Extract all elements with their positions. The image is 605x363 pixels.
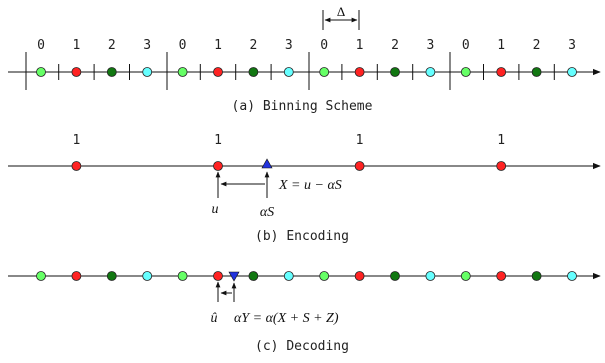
panel-a-bin-label: 3 — [143, 38, 151, 53]
panel-b-encoding: 1 1 1 1 X = u − αS u αS (b) Encoding — [8, 133, 601, 244]
panel-c-bin-dot — [460, 271, 471, 281]
panel-a-bin-dot — [177, 67, 188, 77]
panel-b-bin1-dot — [496, 161, 507, 171]
panel-a-caption: (a) Binning Scheme — [232, 99, 373, 114]
panel-c-bin-dot — [390, 271, 400, 281]
panel-a-bin-label: 1 — [497, 38, 505, 53]
panel-c-bin-dot — [496, 271, 507, 281]
panel-c-bin-dot — [248, 271, 259, 281]
equation-y: αY = α(X + S + Z) — [234, 311, 339, 326]
panel-a-dots — [36, 67, 577, 77]
panel-b-labels: 1 1 1 1 — [72, 133, 505, 148]
panel-a-bin-dot — [36, 67, 46, 77]
panel-a-bin-label: 1 — [214, 38, 222, 53]
panel-a-bin-label: 0 — [37, 38, 45, 53]
panel-a-bin-dot — [319, 67, 330, 77]
equation-x: X = u − αS — [278, 178, 342, 193]
panel-a-bin-label: 0 — [462, 38, 470, 53]
panel-a-bin-dot — [71, 67, 82, 77]
panel-a-bin-dot — [283, 67, 294, 77]
panel-a-bin-label: 3 — [285, 38, 293, 53]
panel-a-bin-label: 1 — [356, 38, 364, 53]
panel-a-bin-label: 2 — [108, 38, 116, 53]
panel-c-bin-dot — [142, 271, 153, 281]
panel-a-bin-dot — [106, 67, 117, 77]
panel-a-bin-dot — [496, 67, 507, 77]
panel-a-bin-dot — [213, 67, 223, 77]
panel-b-caption: (b) Encoding — [255, 229, 349, 244]
panel-a-bin-label: 0 — [320, 38, 328, 53]
panel-b-label: 1 — [214, 133, 222, 148]
panel-c-bin-dot — [106, 271, 117, 281]
panel-c-caption: (c) Decoding — [255, 339, 349, 354]
panel-c-bin-dot — [177, 271, 188, 281]
panel-c-bin-dot — [425, 271, 436, 281]
received-marker-triangle — [228, 271, 240, 282]
u-hat-label: û — [211, 311, 218, 326]
panel-c-bin-dot — [283, 271, 294, 281]
panel-a-bin-label: 3 — [568, 38, 576, 53]
panel-c-bin-dot — [213, 271, 223, 281]
panel-c-bin-dot — [354, 271, 365, 281]
codeword-marker-triangle — [261, 158, 273, 169]
panel-c-dots — [36, 271, 577, 281]
panel-a-bin-label: 2 — [249, 38, 257, 53]
panel-b-bin1-dot — [213, 161, 223, 171]
panel-a-minor-ticks — [58, 64, 555, 80]
panel-a-bin-labels: 0 1 2 3 0 1 2 3 0 1 2 3 0 1 2 3 — [37, 38, 576, 53]
panel-b-label: 1 — [497, 133, 505, 148]
panel-a-bin-dot — [142, 67, 153, 77]
panel-b-bin1-dot — [354, 161, 365, 171]
alpha-s-label: αS — [260, 205, 274, 220]
panel-c-bin-dot — [71, 271, 82, 281]
panel-a-bin-label: 3 — [426, 38, 434, 53]
panel-c-bin-dot — [319, 271, 330, 281]
panel-c-bin-dot — [531, 271, 542, 281]
panel-a-binning-scheme: 0 1 2 3 0 1 2 3 0 1 2 3 0 1 2 3 Δ (a) Binning Scheme — [8, 4, 601, 114]
panel-a-bin-dot — [425, 67, 436, 77]
panel-a-bin-dot — [354, 67, 365, 77]
u-label: u — [212, 202, 219, 217]
panel-a-bin-label: 1 — [72, 38, 80, 53]
panel-a-bin-label: 2 — [391, 38, 399, 53]
panel-a-bin-label: 0 — [179, 38, 187, 53]
panel-a-bin-label: 2 — [533, 38, 541, 53]
panel-c-decoding: û αY = α(X + S + Z) (c) Decoding — [8, 271, 601, 354]
panel-a-bin-dot — [567, 67, 577, 77]
panel-a-bin-dot — [248, 67, 259, 77]
panel-c-bin-dot — [567, 271, 577, 281]
panel-c-bin-dot — [36, 271, 46, 281]
panel-b-bin1-dot — [71, 161, 82, 171]
panel-b-label: 1 — [72, 133, 80, 148]
delta-label: Δ — [337, 4, 345, 19]
panel-a-bin-dot — [460, 67, 471, 77]
panel-a-bin-dot — [390, 67, 400, 77]
panel-a-bin-dot — [531, 67, 542, 77]
panel-b-dots — [71, 161, 507, 171]
panel-b-label: 1 — [356, 133, 364, 148]
